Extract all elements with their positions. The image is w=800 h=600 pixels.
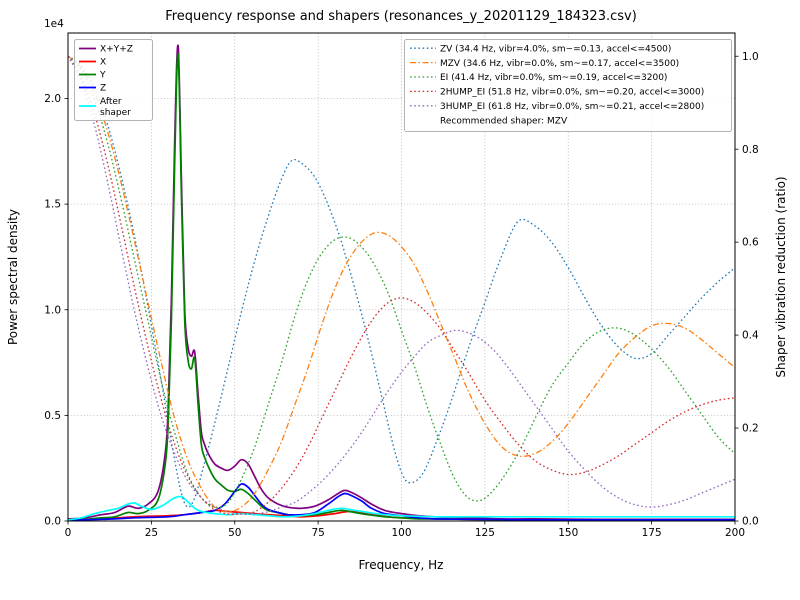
y-left-tick-label: 0.0 (44, 516, 61, 528)
legend-label-shaper-2hump-ei: 2HUMP_EI (51.8 Hz, vibr=0.0%, sm~=0.20, … (440, 88, 704, 98)
legend-psd-box (74, 39, 153, 121)
y-left-axis-label: Power spectral density (6, 209, 20, 345)
series-psd-y (68, 53, 735, 521)
legend-recommended-shaper: Recommended shaper: MZV (440, 116, 568, 126)
legend-label-shaper-mzv: MZV (34.6 Hz, vibr=0.0%, sm~=0.17, accel… (440, 59, 679, 69)
y-left-tick-label: 1.5 (44, 199, 61, 211)
x-tick-label: 100 (391, 527, 411, 539)
x-tick-label: 25 (145, 527, 158, 539)
tick-layer: 0 25 50 75 100 125 150 175 2000.00.51.01.52.00.0… (44, 51, 759, 539)
y-right-axis-label: Shaper vibration reduction (ratio) (774, 176, 788, 377)
legend-label-shaper-3hump-ei: 3HUMP_EI (61.8 Hz, vibr=0.0%, sm~=0.21, … (440, 102, 704, 112)
x-tick-label: 50 (228, 527, 241, 539)
grid-layer (68, 33, 735, 521)
legend-label-shaper-zv: ZV (34.4 Hz, vibr=4.0%, sm~=0.13, accel<… (440, 44, 671, 54)
x-tick-label: 175 (642, 527, 662, 539)
chart-title: Frequency response and shapers (resonanc… (165, 9, 637, 24)
legend-label-psd-z: Z (100, 84, 106, 94)
x-tick-label: 150 (558, 527, 578, 539)
x-tick-label: 0 (65, 527, 72, 539)
y-right-tick-label: 1.0 (742, 51, 759, 63)
legend-shapers-box (404, 39, 732, 132)
series-shaper-mzv (68, 55, 735, 513)
y-left-tick-label: 1.0 (44, 304, 61, 316)
y-left-offset-label: 1e4 (44, 18, 64, 30)
legend-shapers: ZV (34.4 Hz, vibr=4.0%, sm~=0.13, accel<… (404, 39, 732, 132)
x-tick-label: 200 (725, 527, 745, 539)
x-axis-label: Frequency, Hz (359, 558, 444, 572)
legend-label-psd-y: Y (99, 71, 106, 81)
x-tick-label: 75 (311, 527, 324, 539)
legend-label-psd-after-shaper: After (100, 97, 122, 107)
legend-label-psd-sum: X+Y+Z (100, 45, 133, 55)
y-right-tick-label: 0.0 (742, 516, 759, 528)
x-tick-label: 125 (475, 527, 495, 539)
legend-label-psd-x: X (100, 58, 106, 68)
series-shaper-2hump-ei (68, 55, 735, 516)
y-left-tick-label: 0.5 (44, 410, 61, 422)
y-right-tick-label: 0.2 (742, 423, 759, 435)
curve-layer (68, 44, 735, 521)
y-left-tick-label: 2.0 (44, 93, 61, 105)
y-right-tick-label: 0.8 (742, 144, 759, 156)
y-right-tick-label: 0.4 (742, 330, 759, 342)
legend-label-psd-after-shaper: shaper (100, 108, 131, 118)
legend-label-shaper-ei: EI (41.4 Hz, vibr=0.0%, sm~=0.19, accel<… (440, 73, 667, 83)
y-right-tick-label: 0.6 (742, 237, 759, 249)
